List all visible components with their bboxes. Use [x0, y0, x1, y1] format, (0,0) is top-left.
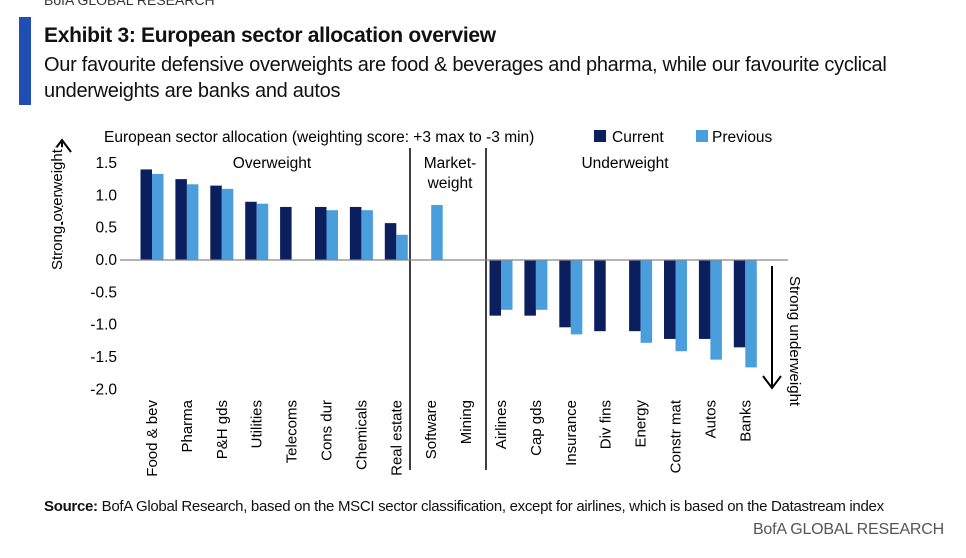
- bar-current-airlines: [489, 260, 501, 316]
- section-marketweight-1: Market-: [424, 155, 477, 172]
- x-tick-label: Autos: [702, 400, 719, 438]
- source-note: Source: BofA Global Research, based on t…: [44, 498, 884, 515]
- x-tick-label: Telecoms: [284, 400, 301, 463]
- section-overweight: Overweight: [233, 155, 312, 172]
- bar-current-cons-dur: [315, 206, 327, 260]
- x-tick-label: Chemicals: [353, 400, 370, 470]
- brand-header: BofA GLOBAL RESEARCH: [44, 0, 215, 8]
- bar-previous-cons-dur: [326, 210, 338, 260]
- section-underweight: Underweight: [581, 155, 669, 172]
- bar-current-autos: [698, 260, 711, 339]
- bar-previous-pharma: [186, 184, 199, 260]
- x-tick-label: Utilities: [249, 400, 266, 448]
- ylabel-top: Strong overweight: [49, 148, 66, 270]
- bar-current-energy: [629, 260, 641, 332]
- y-tick-label: 0.5: [95, 220, 117, 237]
- bar-current-constr-mat: [664, 260, 676, 339]
- bar-previous-software: [431, 205, 443, 260]
- bar-current-telecoms: [280, 206, 292, 260]
- bar-previous-energy: [640, 260, 653, 343]
- x-tick-label: Div fins: [598, 400, 615, 449]
- bar-current-utilities: [245, 201, 257, 260]
- source-text: BofA Global Research, based on the MSCI …: [97, 498, 884, 515]
- x-tick-label: Cons dur: [319, 400, 336, 461]
- bar-previous-banks: [745, 260, 757, 368]
- down-arrow-head: [762, 375, 782, 390]
- y-tick-label: 0.0: [95, 252, 117, 269]
- bar-previous-cap-gds: [535, 260, 548, 310]
- source-label: Source:: [44, 498, 98, 515]
- x-tick-label: Banks: [737, 400, 754, 442]
- x-tick-label: Food & bev: [144, 400, 161, 477]
- legend-swatch-current: [594, 130, 606, 142]
- bar-previous-p-h-gds: [221, 188, 234, 260]
- chart-title: European sector allocation (weighting sc…: [104, 129, 534, 146]
- y-tick-label: -2.0: [90, 381, 117, 398]
- x-tick-label: Cap gds: [528, 400, 545, 456]
- x-tick-label: Pharma: [179, 399, 196, 452]
- x-tick-label: Constr mat: [668, 399, 685, 473]
- up-arrow-head: [52, 138, 72, 153]
- bar-previous-constr-mat: [675, 260, 687, 352]
- bar-previous-chemicals: [361, 210, 373, 260]
- x-tick-label: Real estate: [388, 400, 405, 476]
- footer-brand: BofA GLOBAL RESEARCH: [752, 521, 944, 538]
- x-tick-label: P&H gds: [214, 400, 231, 459]
- section-marketweight-2: weight: [427, 175, 473, 192]
- legend-swatch-previous: [696, 130, 708, 142]
- bar-current-pharma: [175, 179, 187, 260]
- bar-previous-insurance: [570, 260, 583, 335]
- exhibit-subtitle: Our favourite defensive overweights are …: [44, 54, 887, 102]
- bar-previous-real-estate: [396, 234, 408, 260]
- bar-current-food-bev: [140, 169, 152, 260]
- y-tick-label: -1.0: [90, 317, 117, 334]
- y-tick-label: 1.0: [95, 187, 117, 204]
- bar-current-p-h-gds: [210, 185, 222, 260]
- bar-previous-airlines: [501, 260, 513, 310]
- x-tick-label: Software: [423, 400, 440, 459]
- bar-current-chemicals: [349, 206, 362, 260]
- bar-current-insurance: [559, 260, 571, 328]
- exhibit-title: Exhibit 3: European sector allocation ov…: [44, 24, 496, 47]
- bar-previous-food-bev: [152, 173, 164, 260]
- x-tick-label: Energy: [633, 400, 650, 448]
- x-tick-label: Insurance: [563, 400, 580, 466]
- x-tick-label: Mining: [458, 400, 475, 444]
- bar-previous-autos: [710, 260, 722, 360]
- accent-bar: [19, 17, 31, 105]
- ylabel-bottom: Strong underweight: [786, 276, 803, 407]
- legend-label-current: Current: [612, 129, 664, 146]
- bar-current-div-fins: [594, 260, 606, 332]
- y-tick-label: -1.5: [90, 349, 117, 366]
- legend-label-previous: Previous: [712, 129, 773, 146]
- bar-current-cap-gds: [524, 260, 536, 316]
- bar-current-real-estate: [384, 223, 397, 260]
- y-tick-label: -0.5: [90, 284, 117, 301]
- bar-current-banks: [733, 260, 746, 348]
- x-tick-label: Airlines: [493, 400, 510, 449]
- y-tick-label: 1.5: [95, 155, 117, 172]
- bar-previous-utilities: [256, 203, 269, 260]
